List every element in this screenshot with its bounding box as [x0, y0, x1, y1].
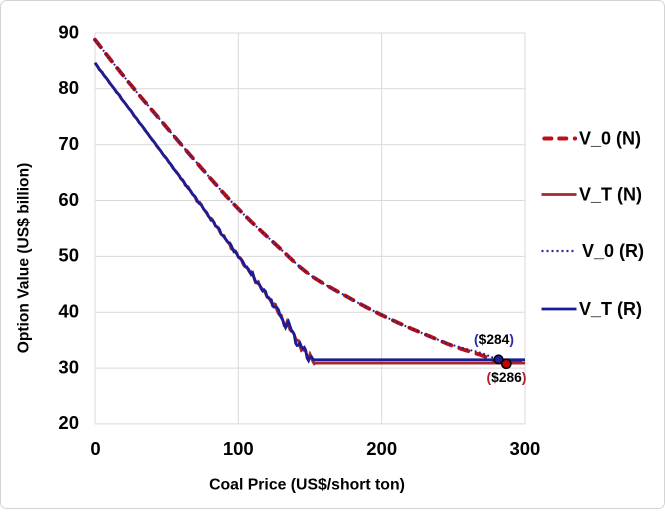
svg-text:40: 40: [58, 301, 79, 322]
svg-text:100: 100: [223, 438, 254, 459]
svg-text:200: 200: [366, 438, 397, 459]
svg-text:20: 20: [58, 412, 79, 433]
svg-text:V_T (R): V_T (R): [579, 299, 642, 319]
svg-text:0: 0: [90, 438, 100, 459]
svg-text:70: 70: [58, 133, 79, 154]
svg-text:30: 30: [58, 356, 79, 377]
svg-text:Option Value (US$ billion): Option Value (US$ billion): [16, 163, 33, 354]
svg-text:300: 300: [509, 438, 540, 459]
svg-text:V_T (N): V_T (N): [579, 185, 642, 205]
svg-text:90: 90: [58, 21, 79, 42]
svg-text:Coal Price (US$/short ton): Coal Price (US$/short ton): [209, 477, 405, 494]
svg-text:60: 60: [58, 189, 79, 210]
svg-text:V_0 (R): V_0 (R): [582, 241, 644, 261]
svg-text:50: 50: [58, 245, 79, 266]
svg-text:V_0 (N): V_0 (N): [579, 129, 641, 149]
svg-text:80: 80: [58, 77, 79, 98]
svg-text:($284): ($284): [474, 332, 514, 347]
svg-text:($286): ($286): [487, 370, 527, 385]
